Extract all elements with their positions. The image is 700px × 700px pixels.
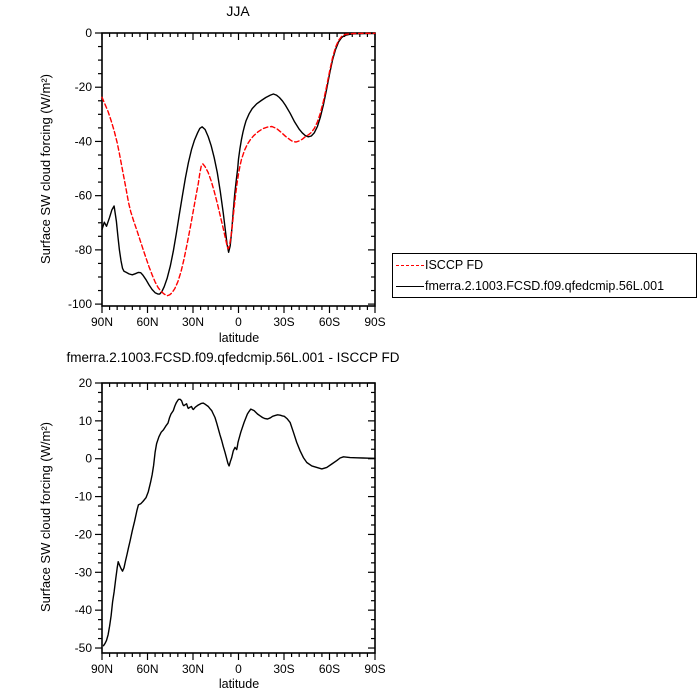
model-solid-line-sample <box>396 285 424 287</box>
chart-0: 90N 60N 30N 0 30S 60S 90S 0 -20 -40 -60 -80 -100 <box>68 26 386 329</box>
x-tick-label: 60N <box>136 662 158 676</box>
plot-frame <box>101 32 376 307</box>
y-tick-label: 0 <box>85 26 92 40</box>
x-tick-label: 30N <box>182 315 204 329</box>
y-tick-label: -30 <box>75 565 93 579</box>
y-tick-label: -40 <box>75 603 93 617</box>
legend-label-isccp: ISCCP FD <box>425 258 484 272</box>
y-tick-label: -20 <box>75 80 93 94</box>
x-tick-label: 0 <box>235 315 242 329</box>
y-tick-label: -60 <box>75 189 93 203</box>
legend-box: ISCCP FD fmerra.2.1003.FCSD.f09.qfedcmip… <box>392 253 697 298</box>
y-tick-label: 20 <box>79 376 93 390</box>
y-tick-label: -10 <box>75 490 93 504</box>
top-x-axis-label: latitude <box>218 331 260 345</box>
series-isccp-fd <box>101 32 376 297</box>
y-tick-label: -40 <box>75 134 93 148</box>
top-chart-title: JJA <box>226 3 250 19</box>
x-tick-label: 60S <box>319 315 340 329</box>
series-fmerra-2-1003-fcsd-f09-qfedcmip-56l-001-isccp-fd <box>102 398 376 647</box>
y-tick-label: 0 <box>85 452 92 466</box>
y-tick-label: -80 <box>75 243 93 257</box>
top-y-axis-label: Surface SW cloud forcing (W/m²) <box>38 74 53 264</box>
y-tick-label: -20 <box>75 527 93 541</box>
x-tick-label: 60S <box>319 662 340 676</box>
plot-frame <box>101 382 376 654</box>
bottom-y-axis-label: Surface SW cloud forcing (W/m²) <box>38 422 53 612</box>
x-tick-label: 30S <box>273 315 294 329</box>
chart-1: 90N 60N 30N 0 30S 60S 90S 20 10 0 -10 -20 -30 -40 -50 <box>75 376 386 676</box>
bottom-chart-title: fmerra.2.1003.FCSD.f09.qfedcmip.56L.001 … <box>66 350 400 365</box>
x-tick-label: 60N <box>136 315 158 329</box>
x-tick-label: 90S <box>364 315 385 329</box>
x-tick-label: 30N <box>182 662 204 676</box>
x-tick-label: 0 <box>235 662 242 676</box>
y-tick-label: -50 <box>75 641 93 655</box>
x-tick-label: 90N <box>91 662 113 676</box>
x-tick-label: 90N <box>91 315 113 329</box>
legend-entry-isccp: ISCCP FD <box>393 255 696 275</box>
bottom-x-axis-label: latitude <box>218 677 260 691</box>
y-tick-label: -100 <box>68 297 92 311</box>
series-fmerra-2-1003-fcsd-f09-qfedcmip-56l-001 <box>101 32 376 295</box>
y-tick-label: 10 <box>79 414 93 428</box>
legend-entry-model: fmerra.2.1003.FCSD.f09.qfedcmip.56L.001 <box>393 276 696 296</box>
x-tick-label: 30S <box>273 662 294 676</box>
x-tick-label: 90S <box>364 662 385 676</box>
isccp-dashed-line-sample <box>396 264 424 266</box>
legend-label-model: fmerra.2.1003.FCSD.f09.qfedcmip.56L.001 <box>425 279 665 293</box>
